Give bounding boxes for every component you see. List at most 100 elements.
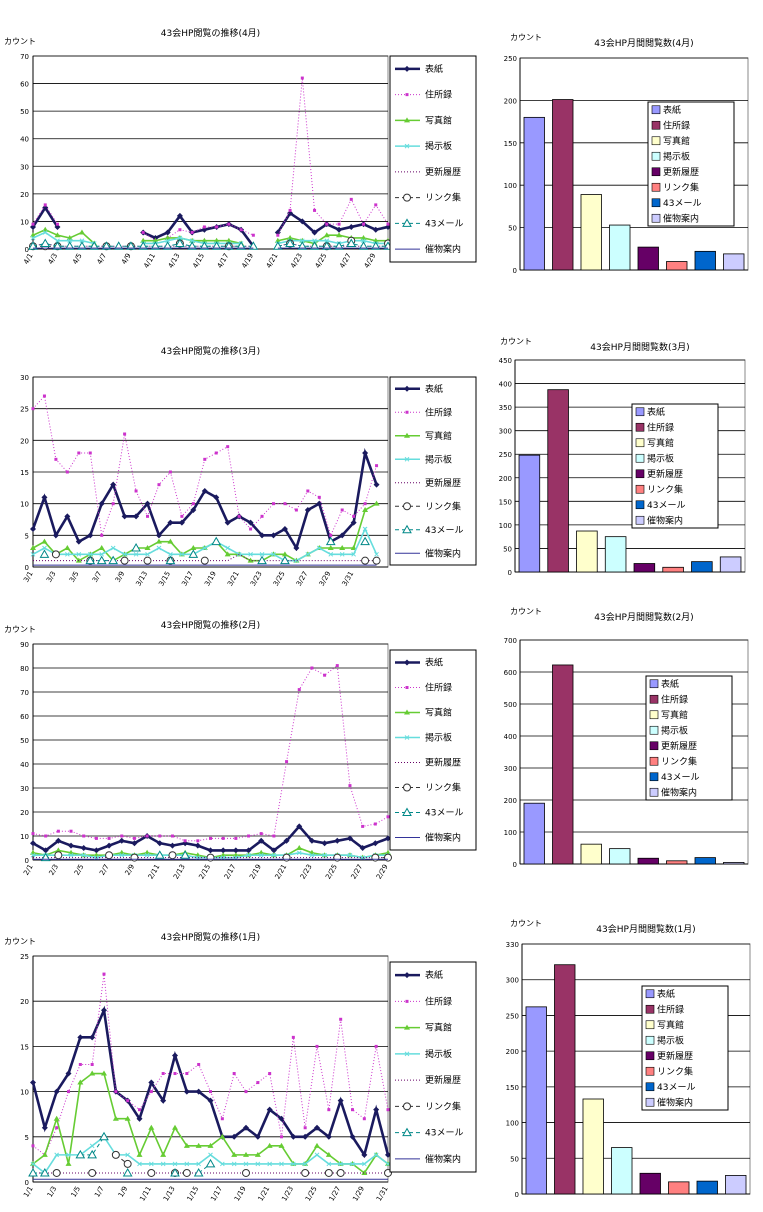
data-point bbox=[76, 551, 82, 557]
data-point bbox=[148, 1124, 155, 1130]
bar-7 bbox=[694, 250, 716, 271]
data-point bbox=[361, 1169, 368, 1175]
data-point bbox=[183, 1142, 190, 1148]
data-point bbox=[246, 852, 251, 858]
x-tick-label: 2/25 bbox=[324, 863, 339, 881]
legend-marker bbox=[405, 686, 409, 689]
data-point bbox=[386, 815, 390, 819]
legend-label: 住所録 bbox=[657, 1003, 684, 1015]
data-point bbox=[110, 545, 116, 551]
data-point bbox=[199, 241, 210, 250]
legend-swatch bbox=[645, 1097, 655, 1107]
legend-swatch bbox=[651, 136, 661, 146]
x-tick-label: 2/19 bbox=[248, 863, 263, 881]
x-tick-label: 1/13 bbox=[162, 1185, 177, 1203]
data-point bbox=[220, 1117, 224, 1121]
data-point bbox=[67, 1090, 70, 1094]
bar-7 bbox=[696, 1180, 718, 1195]
data-point bbox=[54, 457, 58, 461]
bar-4 bbox=[611, 1147, 633, 1195]
data-point bbox=[362, 507, 369, 512]
data-point bbox=[214, 451, 218, 455]
data-point bbox=[138, 241, 149, 250]
data-point bbox=[87, 1149, 98, 1159]
data-point bbox=[208, 1152, 213, 1158]
x-tick-label: 3/27 bbox=[295, 570, 310, 588]
data-point bbox=[162, 241, 173, 250]
data-point bbox=[194, 842, 201, 849]
x-tick-label: 3/5 bbox=[68, 570, 81, 584]
data-point bbox=[361, 238, 366, 244]
bar-2 bbox=[552, 99, 574, 271]
data-point bbox=[358, 241, 369, 250]
x-tick-label: 2/11 bbox=[147, 863, 162, 881]
data-point bbox=[64, 545, 71, 550]
legend-label: 更新履歴 bbox=[425, 757, 461, 769]
x-tick-label: 1/1 bbox=[22, 1185, 35, 1199]
data-point bbox=[137, 1161, 142, 1167]
data-point bbox=[122, 551, 127, 557]
data-point bbox=[325, 1151, 332, 1157]
data-point bbox=[215, 225, 219, 229]
bar-6 bbox=[668, 1181, 690, 1195]
data-point bbox=[145, 834, 149, 838]
data-point bbox=[371, 853, 380, 862]
data-point bbox=[178, 228, 182, 232]
chart-title: 43会HP閲覧の推移(2月) bbox=[161, 619, 260, 631]
data-point bbox=[327, 545, 334, 550]
data-point bbox=[53, 1088, 60, 1095]
legend-label: 43メール bbox=[663, 199, 701, 209]
data-point bbox=[123, 432, 127, 436]
data-point bbox=[271, 551, 276, 557]
x-tick-label: 4/21 bbox=[265, 252, 280, 270]
data-point bbox=[147, 1168, 156, 1177]
data-point bbox=[271, 502, 275, 506]
data-point bbox=[106, 842, 113, 849]
legend-label: 催物案内 bbox=[425, 832, 461, 844]
data-point bbox=[98, 500, 105, 507]
data-point bbox=[30, 545, 36, 550]
y-tick-label: 300 bbox=[504, 765, 517, 773]
data-point bbox=[339, 1017, 343, 1021]
data-point bbox=[348, 223, 355, 230]
y-tick-label: 200 bbox=[506, 1048, 519, 1056]
data-point bbox=[168, 470, 172, 474]
legend-label: リンク集 bbox=[657, 1065, 693, 1077]
data-point bbox=[41, 1124, 48, 1131]
data-point bbox=[348, 784, 352, 788]
legend-swatch bbox=[651, 120, 661, 130]
bar-2 bbox=[547, 389, 569, 573]
data-point bbox=[338, 1161, 344, 1167]
legend-box bbox=[389, 961, 477, 1173]
legend-label: 写真館 bbox=[425, 707, 452, 719]
data-point bbox=[42, 545, 47, 551]
series-line bbox=[276, 211, 389, 235]
data-point bbox=[154, 850, 165, 859]
chart-title: 43会HP閲覧の推移(4月) bbox=[161, 27, 260, 39]
legend-label: 掲示板 bbox=[425, 732, 452, 744]
data-point bbox=[337, 222, 341, 226]
chart-line-mar: 43会HP閲覧の推移(3月) 0 5 10 15 20 25 30 3/1 3/3 3/5 3/7 3/… bbox=[0, 344, 480, 602]
data-point bbox=[384, 853, 392, 862]
legend-swatch bbox=[635, 407, 645, 417]
data-point bbox=[351, 551, 356, 557]
data-point bbox=[220, 847, 227, 854]
y-tick-label: 700 bbox=[504, 637, 517, 645]
y-axis-label: カウント bbox=[510, 33, 542, 42]
data-point bbox=[226, 445, 230, 449]
data-point bbox=[283, 502, 287, 506]
bar-2 bbox=[552, 664, 574, 865]
data-point bbox=[362, 1117, 366, 1121]
data-point bbox=[41, 538, 48, 544]
legend-label: 住所録 bbox=[661, 693, 688, 705]
data-point bbox=[75, 538, 82, 545]
y-tick-label: 250 bbox=[506, 1012, 519, 1020]
y-tick-label: 60 bbox=[20, 81, 29, 89]
legend-swatch bbox=[645, 1051, 655, 1061]
data-point bbox=[31, 407, 35, 411]
x-tick-label: 2/9 bbox=[124, 863, 137, 877]
data-point bbox=[168, 551, 173, 557]
y-tick-label: 30 bbox=[20, 785, 29, 793]
legend-label: 表紙 bbox=[425, 969, 443, 981]
